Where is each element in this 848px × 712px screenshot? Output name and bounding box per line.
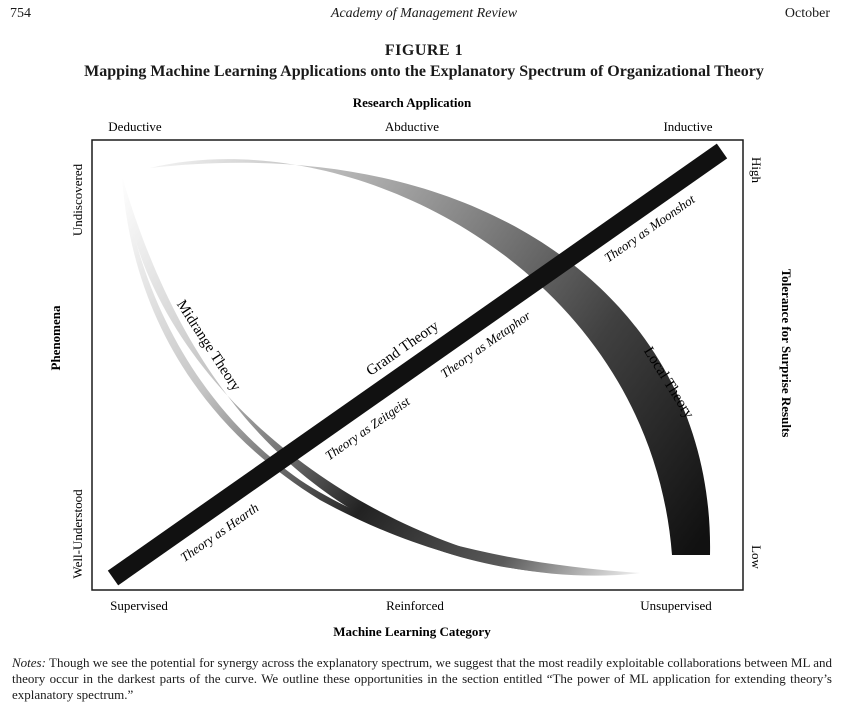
figure-title: Mapping Machine Learning Applications on… [84,63,764,80]
journal-title: Academy of Management Review [330,6,518,21]
top-tick-deductive: Deductive [108,119,162,134]
right-tick-low: Low [749,545,764,569]
issue-month: October [784,6,830,21]
left-axis-title: Phenomena [48,305,63,371]
notes-label: Notes: [12,655,46,670]
bottom-tick-reinforced: Reinforced [386,598,444,613]
right-axis-title: Tolerance for Surprise Results [779,269,794,438]
plot-frame [91,139,744,591]
bottom-tick-supervised: Supervised [110,598,168,613]
left-tick-well-understood: Well-Understood [70,489,85,579]
left-tick-undiscovered: Undiscovered [70,163,85,236]
grand-theory-bar [107,143,728,586]
bottom-axis-title: Machine Learning Category [333,624,491,639]
figure-notes: Notes: Though we see the potential for s… [12,655,832,703]
page-number: 754 [10,6,31,21]
bottom-tick-unsupervised: Unsupervised [640,598,712,613]
figure-label: FIGURE 1 [384,42,464,59]
notes-text: Though we see the potential for synergy … [12,655,833,702]
top-tick-inductive: Inductive [663,119,712,134]
midrange-theory-label: Midrange Theory [173,297,244,394]
top-tick-abductive: Abductive [385,119,439,134]
right-tick-high: High [749,157,764,184]
top-axis-title: Research Application [353,95,472,110]
